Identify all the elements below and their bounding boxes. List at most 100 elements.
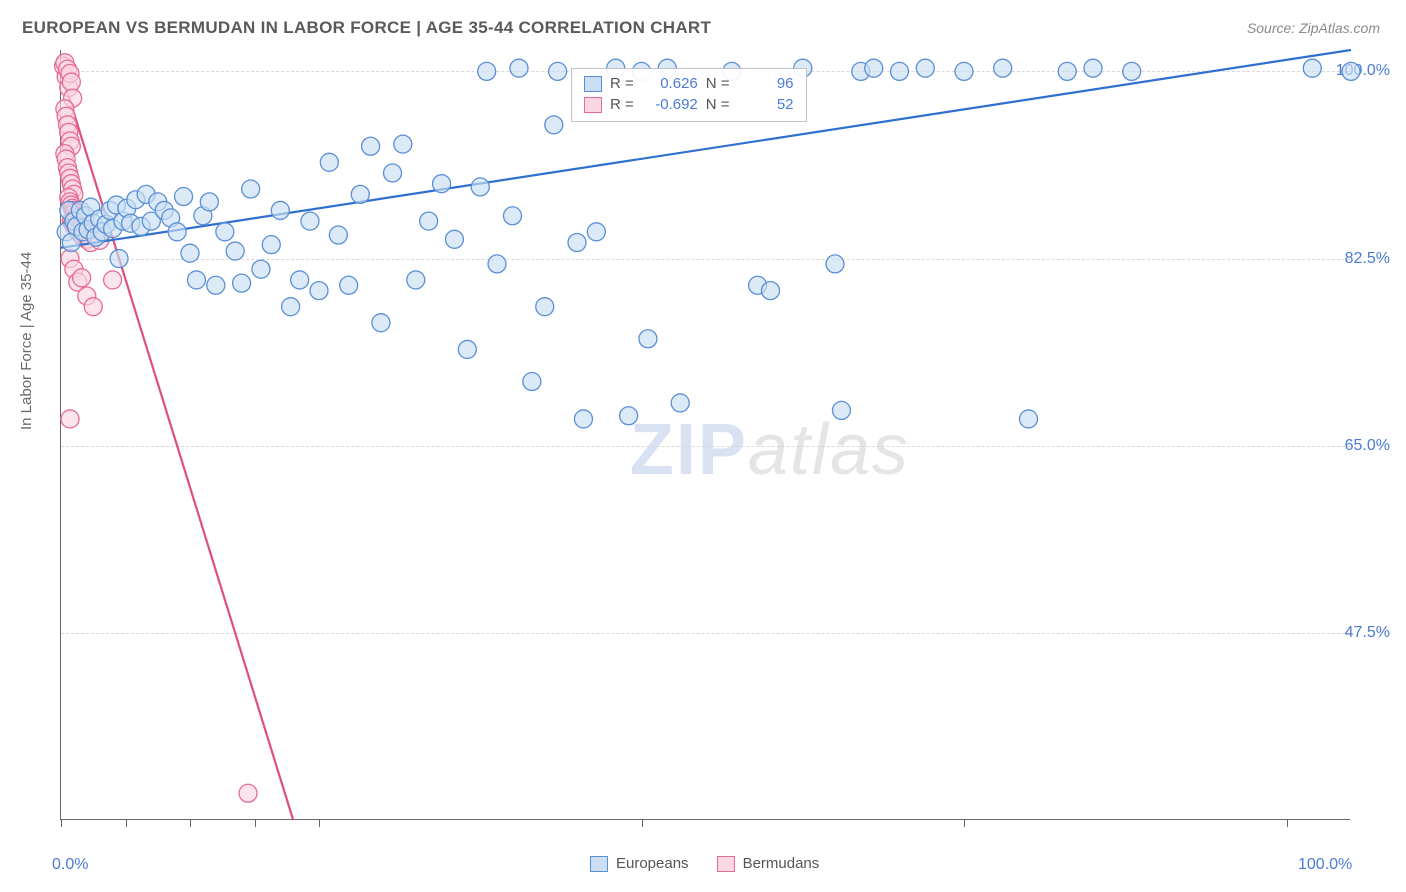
data-point <box>233 274 251 292</box>
data-point <box>478 62 496 80</box>
legend-bottom: Europeans Bermudans <box>590 855 819 872</box>
data-point <box>282 298 300 316</box>
data-point <box>384 164 402 182</box>
legend-item-bermudans: Bermudans <box>717 855 820 872</box>
legend-label-europeans: Europeans <box>616 855 689 872</box>
data-point <box>549 62 567 80</box>
data-point <box>671 394 689 412</box>
data-point <box>471 178 489 196</box>
data-point <box>407 271 425 289</box>
stat-n-label: N = <box>706 75 730 92</box>
stat-n-label: N = <box>706 96 730 113</box>
data-point <box>226 242 244 260</box>
xtick-minor <box>642 819 643 827</box>
ytick-label: 82.5% <box>1345 250 1390 268</box>
data-point <box>504 207 522 225</box>
data-point <box>488 255 506 273</box>
plot-area: R = 0.626 N = 96 R = -0.692 N = 52 ZIPat… <box>60 50 1350 820</box>
stats-row-bermudans: R = -0.692 N = 52 <box>584 94 794 115</box>
ytick-label: 65.0% <box>1345 437 1390 455</box>
legend-item-europeans: Europeans <box>590 855 689 872</box>
ytick-label: 47.5% <box>1345 624 1390 642</box>
stat-r-label: R = <box>610 75 634 92</box>
data-point <box>329 226 347 244</box>
xtick-minor <box>255 819 256 827</box>
data-point <box>458 340 476 358</box>
stat-n-europeans: 96 <box>738 75 794 92</box>
data-point <box>216 223 234 241</box>
data-point <box>239 784 257 802</box>
data-point <box>262 236 280 254</box>
data-point <box>420 212 438 230</box>
data-point <box>110 250 128 268</box>
y-axis-label: In Labor Force | Age 35-44 <box>18 252 35 430</box>
data-point <box>865 59 883 77</box>
legend-label-bermudans: Bermudans <box>743 855 820 872</box>
data-point <box>340 276 358 294</box>
data-point <box>187 271 205 289</box>
data-point <box>252 260 270 278</box>
xtick-minor <box>190 819 191 827</box>
data-point <box>826 255 844 273</box>
stats-row-europeans: R = 0.626 N = 96 <box>584 73 794 94</box>
data-point <box>207 276 225 294</box>
data-point <box>351 185 369 203</box>
data-point <box>181 244 199 262</box>
xtick-minor <box>61 819 62 827</box>
data-point <box>84 298 102 316</box>
data-point <box>320 153 338 171</box>
data-point <box>310 282 328 300</box>
swatch-bermudans-icon <box>584 97 602 113</box>
data-point <box>1058 62 1076 80</box>
stat-r-label: R = <box>610 96 634 113</box>
xtick-label: 100.0% <box>1298 856 1352 874</box>
xtick-label: 0.0% <box>52 856 88 874</box>
data-point <box>1084 59 1102 77</box>
data-point <box>587 223 605 241</box>
data-point <box>510 59 528 77</box>
data-point <box>301 212 319 230</box>
chart-title: EUROPEAN VS BERMUDAN IN LABOR FORCE | AG… <box>22 18 711 38</box>
stat-r-europeans: 0.626 <box>642 75 698 92</box>
xtick-minor <box>964 819 965 827</box>
data-point <box>175 188 193 206</box>
source-attribution: Source: ZipAtlas.com <box>1247 20 1380 36</box>
stats-legend-box: R = 0.626 N = 96 R = -0.692 N = 52 <box>571 68 807 122</box>
data-point <box>362 137 380 155</box>
scatter-svg <box>61 50 1350 819</box>
data-point <box>445 230 463 248</box>
data-point <box>762 282 780 300</box>
data-point <box>62 73 80 91</box>
xtick-minor <box>319 819 320 827</box>
data-point <box>394 135 412 153</box>
data-point <box>891 62 909 80</box>
data-point <box>168 223 186 241</box>
data-point <box>545 116 563 134</box>
swatch-europeans-icon <box>590 856 608 872</box>
data-point <box>916 59 934 77</box>
stat-n-bermudans: 52 <box>738 96 794 113</box>
data-point <box>1303 59 1321 77</box>
swatch-europeans-icon <box>584 76 602 92</box>
data-point <box>536 298 554 316</box>
data-point <box>372 314 390 332</box>
data-point <box>291 271 309 289</box>
xtick-minor <box>1287 819 1288 827</box>
stat-r-bermudans: -0.692 <box>642 96 698 113</box>
data-point <box>1342 62 1360 80</box>
data-point <box>620 407 638 425</box>
data-point <box>955 62 973 80</box>
data-point <box>523 373 541 391</box>
data-point <box>242 180 260 198</box>
data-point <box>200 193 218 211</box>
data-point <box>1020 410 1038 428</box>
xtick-minor <box>126 819 127 827</box>
data-point <box>73 269 91 287</box>
data-point <box>568 234 586 252</box>
swatch-bermudans-icon <box>717 856 735 872</box>
data-point <box>994 59 1012 77</box>
data-point <box>104 271 122 289</box>
data-point <box>639 330 657 348</box>
data-point <box>574 410 592 428</box>
data-point <box>1123 62 1141 80</box>
